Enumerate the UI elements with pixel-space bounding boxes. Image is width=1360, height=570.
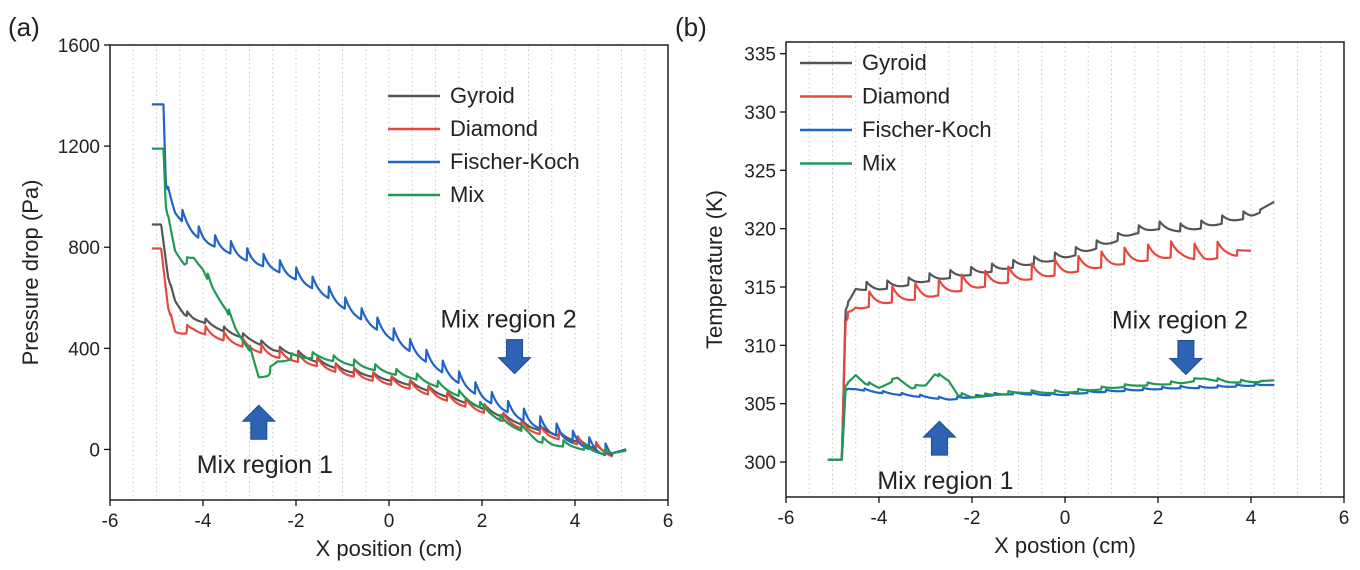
legend-label: Mix — [862, 151, 896, 176]
panel-label: (a) — [8, 12, 40, 42]
series-line-diamond — [151, 247, 627, 458]
y-tick-label: 300 — [744, 453, 776, 474]
chart-a: -6 -4 -2 0 2 4 6 0 400 800 1200 1600 X position (cm)… — [8, 12, 673, 561]
series-line-gyroid — [151, 223, 627, 456]
y-tick-label: 330 — [744, 103, 776, 124]
legend-label: Fischer-Koch — [862, 117, 992, 142]
annotation-label: Mix region 1 — [197, 451, 333, 479]
x-tick-label: -2 — [288, 511, 305, 532]
x-tick-label: -4 — [871, 508, 888, 529]
annotation-label: Mix region 2 — [440, 306, 576, 334]
series-line-fischer-koch — [151, 103, 627, 457]
y-tick-label: 325 — [744, 161, 776, 182]
y-tick-label: 335 — [744, 45, 776, 66]
x-tick-label: -4 — [195, 511, 212, 532]
x-tick-label: 4 — [570, 511, 581, 532]
x-tick-label: -6 — [778, 508, 795, 529]
y-axis-label: Temperature (K) — [702, 190, 727, 349]
y-tick-label: 1600 — [58, 36, 100, 57]
x-axis-label: X position (cm) — [316, 536, 463, 561]
x-axis-label: X postion (cm) — [994, 533, 1136, 558]
annotation-label: Mix region 2 — [1112, 307, 1248, 335]
chart-b: -6 -4 -2 0 2 4 6 300 305 310 315 320 325 330 335 X post… — [675, 12, 1349, 558]
annotation-arrow-up — [241, 404, 277, 440]
series-line-mix — [827, 372, 1275, 461]
x-tick-label: 6 — [663, 511, 674, 532]
x-tick-label: 2 — [477, 511, 488, 532]
y-tick-label: 320 — [744, 220, 776, 241]
annotation-arrow-up — [922, 420, 957, 456]
legend-label: Fischer-Koch — [450, 149, 580, 174]
legend-label: Diamond — [450, 116, 538, 141]
legend-label: Gyroid — [450, 83, 515, 108]
annotation-label: Mix region 1 — [877, 467, 1013, 495]
y-tick-label: 310 — [744, 336, 776, 357]
x-tick-label: -2 — [964, 508, 981, 529]
y-axis-label: Pressure drop (Pa) — [18, 180, 43, 366]
x-tick-label: 2 — [1153, 508, 1164, 529]
legend-label: Diamond — [862, 84, 950, 109]
y-tick-label: 400 — [68, 339, 100, 360]
annotation-arrow-down — [1168, 340, 1204, 376]
x-tick-label: 4 — [1246, 508, 1257, 529]
series-line-gyroid — [827, 200, 1275, 461]
series-line-diamond — [827, 240, 1252, 461]
panel-label: (b) — [675, 12, 707, 42]
y-tick-label: 800 — [68, 238, 100, 259]
y-tick-label: 0 — [89, 440, 100, 461]
series-line-fischer-koch — [827, 382, 1275, 461]
x-tick-label: 6 — [1339, 508, 1350, 529]
legend-label: Mix — [450, 182, 484, 207]
y-tick-label: 315 — [744, 278, 776, 299]
y-tick-label: 1200 — [58, 137, 100, 158]
x-tick-label: -6 — [102, 511, 119, 532]
x-tick-label: 0 — [384, 511, 395, 532]
x-tick-label: 0 — [1060, 508, 1071, 529]
y-tick-label: 305 — [744, 395, 776, 416]
series-line-mix — [151, 147, 627, 456]
annotation-arrow-down — [497, 339, 532, 375]
legend-label: Gyroid — [862, 50, 927, 75]
